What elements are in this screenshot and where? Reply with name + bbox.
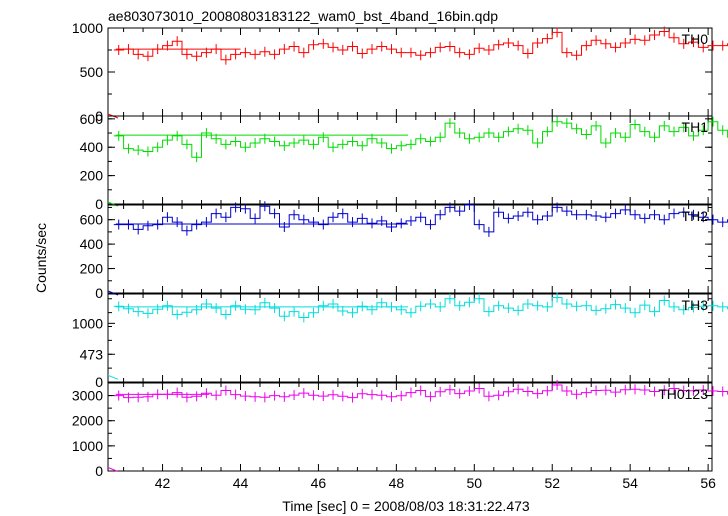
panel-th0123: 0 1000 2000 3000 TH0123 [72, 380, 728, 479]
x-axis-label: Time [sec] 0 = 2008/08/03 18:31:22.473 [282, 498, 530, 514]
series-line-th0 [113, 31, 728, 61]
panel-frame [107, 293, 713, 383]
y-tick-label: 473 [80, 346, 104, 362]
x-tick-label: 44 [233, 475, 249, 491]
y-tick-label: 0 [95, 108, 103, 124]
y-tick-label: 1000 [72, 20, 103, 36]
chart-title: ae803073010_20080803183122_wam0_bst_4ban… [108, 8, 498, 24]
y-tick-label: 400 [80, 139, 104, 155]
x-tick-label: 56 [700, 475, 716, 491]
start-marker [107, 374, 119, 380]
y-tick-label: 0 [95, 463, 103, 479]
start-marker [107, 467, 119, 472]
y-tick-label: 600 [80, 111, 104, 127]
panel-label: TH3 [682, 297, 709, 313]
x-ticks [123, 116, 709, 204]
x-tick-label: 50 [467, 475, 483, 491]
panel-th3: 0 473 1000 TH3 [72, 292, 728, 390]
x-ticks [123, 205, 709, 293]
panel-frame [107, 382, 713, 472]
x-ticks [123, 383, 709, 471]
y-tick-label: 0 [95, 374, 103, 390]
panel-frame [107, 27, 713, 117]
x-tick-label: 46 [311, 475, 327, 491]
panel-th2: 0 200 400 600 TH2 [80, 200, 728, 301]
y-axis-label: Counts/sec [33, 223, 49, 293]
y-tick-label: 1000 [72, 315, 103, 331]
y-tick-label: 2000 [72, 413, 103, 429]
x-ticks [123, 28, 709, 116]
panel-th1: 0 200 400 600 TH1 [80, 111, 728, 212]
y-tick-label: 600 [80, 212, 104, 228]
y-tick-label: 400 [80, 236, 104, 252]
series-line-th0123 [113, 384, 728, 399]
x-tick-label: 48 [389, 475, 405, 491]
y-tick-label: 3000 [72, 388, 103, 404]
panel-frame [107, 115, 713, 205]
y-tick-label: 200 [80, 261, 104, 277]
y-tick-label: 200 [80, 168, 104, 184]
panel-frame [107, 204, 713, 294]
y-tick-label: 1000 [72, 438, 103, 454]
panel-label: TH2 [682, 208, 709, 224]
x-tick-label: 52 [544, 475, 560, 491]
panel-label: TH0 [682, 31, 709, 47]
y-tick-label: 0 [95, 196, 103, 212]
x-tick-label: 42 [155, 475, 171, 491]
panel-label: TH1 [682, 119, 709, 135]
panel-label: TH0123 [658, 386, 708, 402]
y-tick-label: 0 [95, 285, 103, 301]
x-tick-label: 54 [622, 475, 638, 491]
panel-th0: 0 500 1000 TH0 [72, 20, 728, 124]
y-tick-label: 500 [80, 64, 104, 80]
